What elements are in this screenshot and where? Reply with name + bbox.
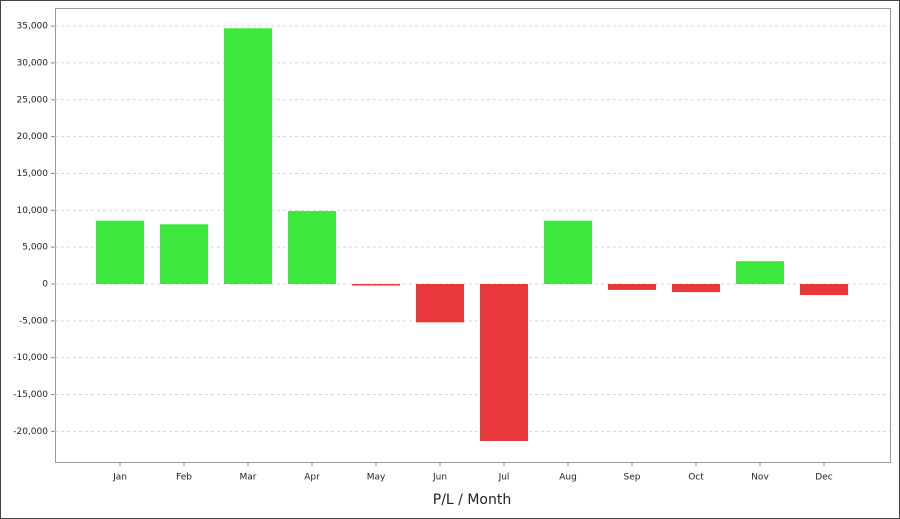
- x-tick-label: Nov: [751, 473, 769, 483]
- x-tick-label: Mar: [240, 473, 257, 483]
- y-tick-label: -10,000: [13, 353, 48, 363]
- y-tick-label: -5,000: [19, 316, 48, 326]
- y-tick-label: 35,000: [17, 22, 49, 32]
- bar: [224, 28, 272, 285]
- x-tick-label: Aug: [559, 473, 577, 483]
- y-tick-label: 30,000: [17, 58, 49, 68]
- bar: [288, 211, 336, 285]
- y-tick-label: -20,000: [13, 427, 48, 437]
- x-tick-label: Feb: [176, 473, 192, 483]
- bar: [800, 284, 848, 296]
- x-tick-label: Jan: [112, 473, 127, 483]
- y-tick-label: 5,000: [22, 243, 48, 253]
- x-tick-label: Apr: [304, 473, 320, 483]
- y-tick-label: 10,000: [17, 206, 49, 216]
- bar: [736, 261, 784, 285]
- bar: [352, 284, 400, 286]
- bar: [672, 284, 720, 293]
- y-tick-label: -15,000: [13, 390, 48, 400]
- bar: [480, 284, 528, 441]
- y-tick-label: 15,000: [17, 169, 49, 179]
- x-tick-label: May: [367, 473, 386, 483]
- y-tick-label: 20,000: [17, 132, 49, 142]
- y-tick-label: 0: [42, 280, 48, 290]
- y-tick-label: 25,000: [17, 95, 49, 105]
- bar: [160, 224, 208, 285]
- bar: [416, 284, 464, 323]
- x-axis-label: P/L / Month: [433, 492, 511, 508]
- x-tick-label: Dec: [815, 473, 832, 483]
- bar: [608, 284, 656, 290]
- bar: [96, 220, 144, 285]
- x-tick-label: Jun: [432, 473, 447, 483]
- x-tick-label: Jul: [498, 473, 510, 483]
- bar: [544, 220, 592, 285]
- x-tick-label: Sep: [624, 473, 641, 483]
- x-tick-label: Oct: [688, 473, 704, 483]
